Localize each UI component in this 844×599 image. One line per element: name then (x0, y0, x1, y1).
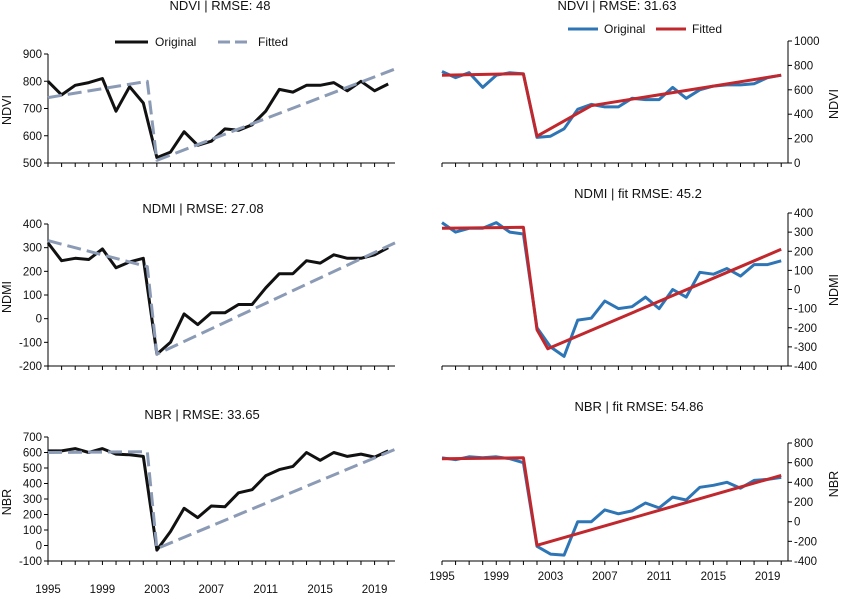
y-tick-label: 100 (23, 290, 42, 302)
series-line-original (441, 455, 782, 557)
x-tick-label: 2007 (198, 584, 224, 594)
y-tick-label: -100 (19, 556, 42, 568)
legend: Original Fitted (115, 35, 288, 49)
chart-title: NDVI | RMSE: 31.63 (558, 0, 677, 13)
chart-nbr-left: NBR | RMSE: 33.65 NBR -100 0 100 200 300 400 5… (0, 407, 396, 568)
x-tick-label: 1995 (429, 571, 455, 583)
y-tick-label: 1000 (794, 36, 820, 48)
legend: Original Fitted (568, 22, 722, 36)
y-tick-label: -100 (794, 304, 817, 316)
y-tick-label: 800 (794, 60, 813, 72)
y-tick-label: 300 (23, 243, 42, 255)
y-tick-label: 400 (23, 479, 42, 491)
series-line-fitted (47, 67, 396, 162)
series-line-original (46, 241, 389, 356)
y-axis-label: NBR (827, 471, 841, 497)
y-tick-label: 100 (794, 265, 813, 277)
series-line-original (441, 221, 782, 358)
y-tick-label: 200 (23, 266, 42, 278)
x-tick-label: 2007 (592, 571, 618, 583)
y-tick-label: 0 (36, 541, 42, 553)
series-line-fitted (441, 72, 782, 138)
y-axis-label: NDVI (827, 89, 841, 119)
chart-ndmi-right: NDMI | fit RMSE: 45.2 NDMI -400 -300 -200 -… (441, 186, 841, 373)
y-tick-label: 900 (23, 49, 42, 61)
x-tick-label: 2015 (701, 571, 727, 583)
legend-label-fitted: Fitted (258, 35, 288, 49)
y-tick-label: 600 (23, 448, 42, 460)
y-tick-label: 600 (794, 85, 813, 97)
y-tick-label: -100 (19, 337, 42, 349)
y-tick-label: 800 (23, 76, 42, 88)
y-tick-label: 200 (794, 134, 813, 146)
x-tick-label: 1999 (90, 584, 116, 594)
series-line-original (48, 447, 389, 552)
x-tick-label: 2003 (144, 584, 170, 594)
y-tick-label: 0 (794, 517, 800, 529)
series-line-fitted (441, 456, 782, 547)
y-tick-label: 800 (794, 438, 813, 450)
y-axis-label: NDMI (827, 274, 841, 306)
y-tick-label: 200 (794, 497, 813, 509)
y-tick-label: 400 (794, 208, 813, 220)
y-tick-label: 600 (23, 131, 42, 143)
chart-title: NDVI | RMSE: 48 (170, 0, 271, 13)
y-tick-label: 0 (36, 314, 42, 326)
legend-label-original: Original (604, 22, 645, 36)
x-axis-ticks-left: 1995 1999 2003 2007 2011 2015 2019 (35, 584, 388, 596)
x-tick-label: 1999 (483, 571, 509, 583)
chart-title: NBR | fit RMSE: 54.86 (574, 399, 703, 414)
x-tick-label: 2015 (307, 584, 333, 594)
chart-ndvi-left: NDVI | RMSE: 48 NDVI Original Fitted 500… (0, 0, 396, 170)
series-line-fitted (441, 225, 782, 351)
series-line-fitted (47, 239, 396, 356)
y-tick-label: -400 (794, 556, 817, 568)
series-line-fitted (47, 448, 396, 551)
chart-ndvi-right: NDVI | RMSE: 31.63 NDVI Original Fitted … (441, 0, 841, 170)
y-tick-label: 200 (794, 246, 813, 258)
x-tick-label: 2019 (362, 584, 388, 594)
x-tick-label: 2011 (647, 571, 672, 583)
legend-label-original: Original (155, 35, 196, 49)
y-tick-label: -200 (19, 361, 42, 373)
y-tick-label: 0 (794, 285, 800, 297)
y-tick-label: 500 (23, 158, 42, 170)
x-tick-label: 2003 (538, 571, 564, 583)
y-tick-label: 500 (23, 463, 42, 475)
x-axis-ticks-right: 1995 1999 2003 2007 2011 2015 2019 (429, 571, 780, 583)
x-tick-label: 2019 (755, 571, 781, 583)
y-tick-label: 400 (794, 477, 813, 489)
chart-title: NDMI | RMSE: 27.08 (142, 201, 263, 216)
chart-title: NDMI | fit RMSE: 45.2 (574, 186, 702, 201)
y-tick-label: 0 (794, 158, 800, 170)
y-tick-label: 200 (23, 510, 42, 522)
y-tick-label: -200 (794, 536, 817, 548)
series-line-original (46, 77, 389, 160)
y-tick-label: 600 (794, 458, 813, 470)
x-tick-label: 2011 (253, 584, 278, 594)
y-tick-label: -400 (794, 361, 817, 373)
x-tick-label: 1995 (35, 584, 61, 594)
y-axis-label: NDMI (0, 281, 14, 313)
y-tick-label: 100 (23, 525, 42, 537)
y-tick-label: 300 (794, 227, 813, 239)
y-tick-label: 700 (23, 432, 42, 444)
y-tick-label: 300 (23, 494, 42, 506)
chart-nbr-right: NBR | fit RMSE: 54.86 NBR -400 -200 0 200 40… (441, 399, 841, 568)
y-tick-label: 400 (23, 219, 42, 231)
y-tick-label: -200 (794, 323, 817, 335)
y-axis-label: NBR (0, 489, 14, 515)
chart-title: NBR | RMSE: 33.65 (144, 407, 259, 422)
legend-label-fitted: Fitted (692, 22, 722, 36)
y-tick-label: -300 (794, 342, 817, 354)
series-line-original (441, 70, 782, 139)
y-axis-label: NDVI (0, 95, 14, 125)
y-tick-label: 700 (23, 104, 42, 116)
y-tick-label: 400 (794, 109, 813, 121)
chart-ndmi-left: NDMI | RMSE: 27.08 NDMI -200 -100 0 100 200 3… (0, 201, 396, 373)
